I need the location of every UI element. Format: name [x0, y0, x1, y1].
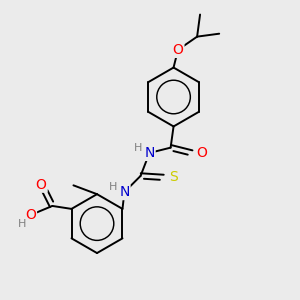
- Text: O: O: [172, 43, 183, 57]
- Text: H: H: [134, 142, 142, 153]
- Text: O: O: [196, 146, 207, 160]
- Text: O: O: [36, 178, 46, 192]
- Text: N: N: [144, 146, 154, 160]
- Text: O: O: [25, 208, 36, 222]
- Text: N: N: [119, 185, 130, 199]
- Text: H: H: [18, 219, 26, 229]
- Text: H: H: [109, 182, 117, 192]
- Text: S: S: [169, 170, 178, 184]
